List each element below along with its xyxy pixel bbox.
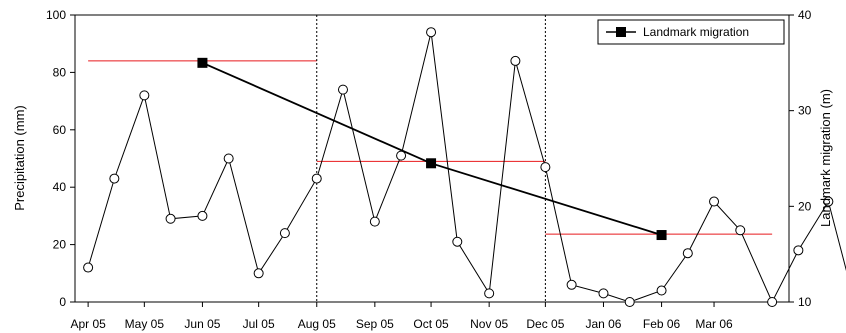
landmark-migration-point xyxy=(656,230,667,241)
precipitation-point xyxy=(452,236,463,247)
y-axis-title: Precipitation (mm) xyxy=(12,105,27,210)
plot-area-border xyxy=(74,14,790,303)
landmark-migration-point xyxy=(426,158,437,169)
x-tick-label: Mar 06 xyxy=(695,317,733,331)
x-tick-label: Apr 05 xyxy=(70,317,106,331)
axis-ticks: 0 20 40 60 80 100 10 20 30 40 Apr 05 May 05 Jun 05 Ju… xyxy=(46,8,812,331)
precipitation-point xyxy=(823,196,834,207)
y2-axis-title: Landmark migration (m) xyxy=(818,89,833,227)
y-tick-label: 40 xyxy=(53,180,67,194)
precipitation-point xyxy=(426,27,437,38)
legend-label: Landmark migration xyxy=(643,25,749,39)
x-tick-label: Oct 05 xyxy=(413,317,449,331)
period-mean-lines xyxy=(88,60,773,235)
precipitation-point xyxy=(337,84,348,95)
x-tick-label: Nov 05 xyxy=(470,317,508,331)
precipitation-point xyxy=(735,225,746,236)
precipitation-point xyxy=(793,245,804,256)
precipitation-point xyxy=(253,268,264,279)
precipitation-point xyxy=(566,279,577,290)
x-tick-label: Sep 05 xyxy=(356,317,394,331)
y-tick-label: 80 xyxy=(53,65,67,79)
x-tick-label: Dec 05 xyxy=(526,317,564,331)
precipitation-point xyxy=(223,153,234,164)
precipitation-point xyxy=(139,90,150,101)
precipitation-point xyxy=(396,150,407,161)
legend: Landmark migration xyxy=(597,19,785,45)
x-tick-label: May 05 xyxy=(125,317,165,331)
precipitation-point xyxy=(197,210,208,221)
precipitation-series xyxy=(83,27,846,307)
precipitation-point xyxy=(279,228,290,239)
precipitation-point xyxy=(83,262,94,273)
landmark-migration-point xyxy=(197,57,208,68)
precipitation-point xyxy=(709,196,720,207)
landmark-migration-line xyxy=(202,61,662,236)
y2-tick-label: 30 xyxy=(798,104,812,118)
landmark-migration-series xyxy=(197,57,667,241)
plot-frame xyxy=(74,14,790,303)
precipitation-point xyxy=(656,285,667,296)
precipitation-point xyxy=(682,248,693,259)
x-tick-label: Jun 05 xyxy=(184,317,220,331)
y-tick-label: 20 xyxy=(53,238,67,252)
precipitation-point xyxy=(540,162,551,173)
legend-marker-swatch xyxy=(616,27,626,37)
x-tick-label: Jan 06 xyxy=(585,317,621,331)
precipitation-point xyxy=(109,173,120,184)
y-tick-label: 60 xyxy=(53,123,67,137)
precipitation-point xyxy=(165,213,176,224)
x-tick-label: Aug 05 xyxy=(298,317,336,331)
precipitation-point xyxy=(484,288,495,299)
y2-tick-label: 40 xyxy=(798,8,812,22)
x-tick-label: Feb 06 xyxy=(643,317,681,331)
precipitation-point xyxy=(624,297,635,307)
x-tick-label: Jul 05 xyxy=(243,317,275,331)
y-tick-label: 100 xyxy=(46,8,66,22)
precipitation-point xyxy=(767,297,778,307)
y2-tick-label: 10 xyxy=(798,295,812,309)
precipitation-point xyxy=(510,55,521,66)
precipitation-point xyxy=(598,288,609,299)
precipitation-point xyxy=(369,216,380,227)
y-tick-label: 0 xyxy=(59,295,66,309)
precipitation-line xyxy=(87,32,846,304)
y2-tick-label: 20 xyxy=(798,199,812,213)
precipitation-point xyxy=(311,173,322,184)
